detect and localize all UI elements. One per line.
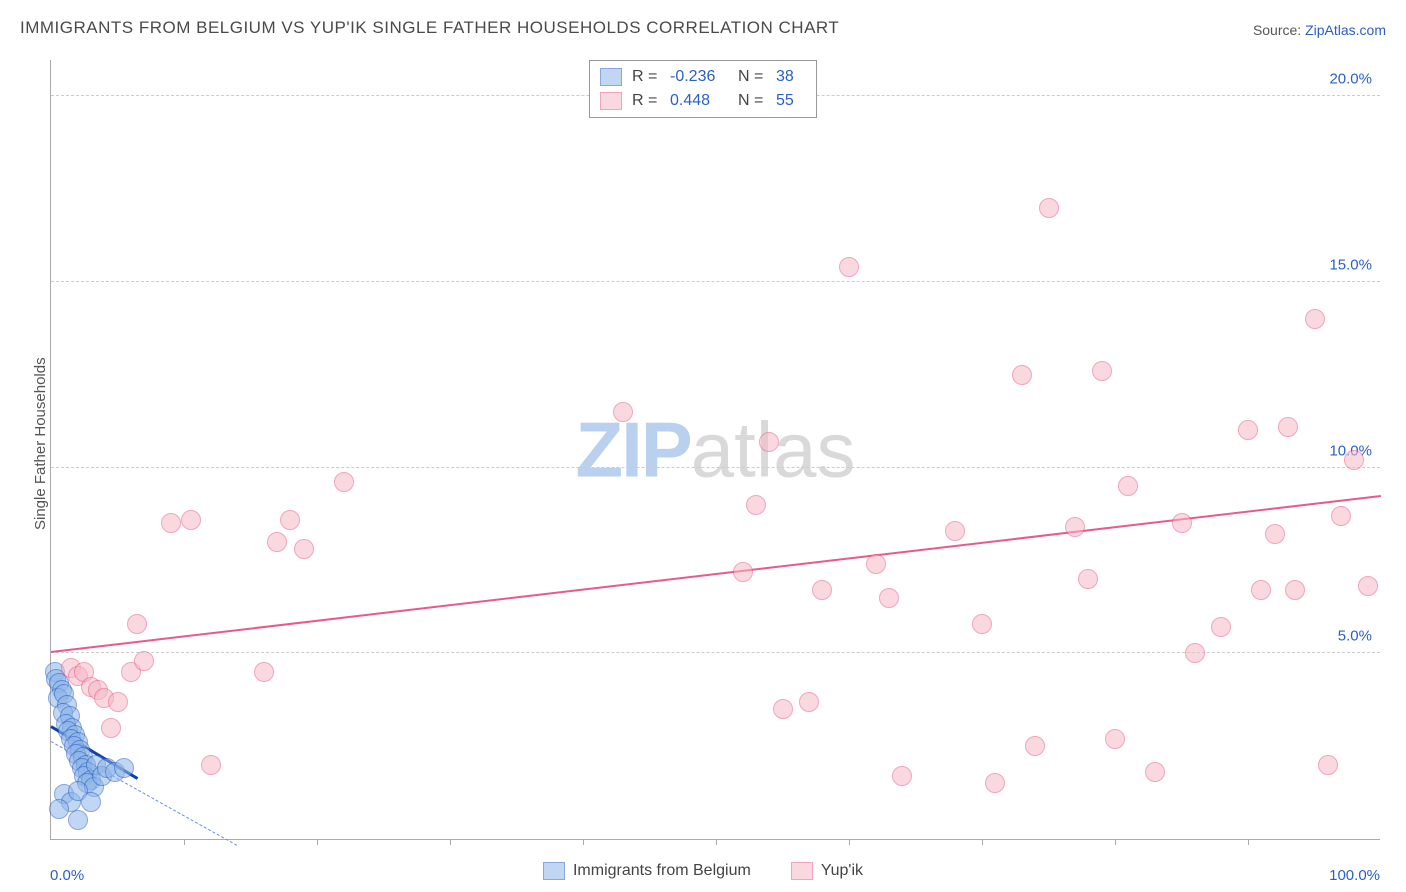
data-point (839, 257, 859, 277)
legend-row: R = 0.448 N = 55 (600, 89, 804, 113)
data-point (1331, 506, 1351, 526)
data-point (759, 432, 779, 452)
watermark-zip: ZIP (575, 405, 690, 493)
legend-r-value: -0.236 (670, 65, 728, 89)
x-tick (450, 839, 451, 845)
legend-n-value: 55 (776, 89, 804, 113)
data-point (733, 562, 753, 582)
data-point (1238, 420, 1258, 440)
source-credit: Source: ZipAtlas.com (1253, 22, 1386, 38)
data-point (1305, 309, 1325, 329)
legend-swatch (600, 68, 622, 86)
x-tick (1115, 839, 1116, 845)
x-tick (849, 839, 850, 845)
data-point (985, 773, 1005, 793)
legend-n-label: N = (738, 89, 766, 113)
data-point (127, 614, 147, 634)
series-legend-label: Immigrants from Belgium (573, 862, 751, 880)
x-tick (1248, 839, 1249, 845)
data-point (773, 699, 793, 719)
data-point (1012, 365, 1032, 385)
data-point (254, 662, 274, 682)
gridline (51, 467, 1380, 468)
data-point (1145, 762, 1165, 782)
source-value: ZipAtlas.com (1305, 22, 1386, 38)
data-point (1185, 643, 1205, 663)
data-point (1172, 513, 1192, 533)
x-tick (982, 839, 983, 845)
data-point (1078, 569, 1098, 589)
y-tick-label: 5.0% (1338, 628, 1372, 645)
x-axis-max-label: 100.0% (1329, 867, 1380, 884)
data-point (294, 539, 314, 559)
data-point (746, 495, 766, 515)
legend-swatch (543, 862, 565, 880)
y-tick-label: 15.0% (1329, 256, 1372, 273)
series-legend: Immigrants from Belgium Yup'ik (535, 862, 871, 880)
data-point (1285, 580, 1305, 600)
data-point (1105, 729, 1125, 749)
gridline (51, 281, 1380, 282)
data-point (1318, 755, 1338, 775)
data-point (114, 758, 134, 778)
gridline (51, 652, 1380, 653)
data-point (49, 799, 69, 819)
data-point (972, 614, 992, 634)
data-point (161, 513, 181, 533)
x-tick (583, 839, 584, 845)
series-legend-item: Immigrants from Belgium (543, 862, 751, 880)
scatter-plot-area: ZIPatlas 5.0%10.0%15.0%20.0% (50, 60, 1380, 840)
data-point (1065, 517, 1085, 537)
data-point (879, 588, 899, 608)
series-legend-item: Yup'ik (791, 862, 863, 880)
data-point (892, 766, 912, 786)
data-point (1211, 617, 1231, 637)
x-tick (184, 839, 185, 845)
data-point (181, 510, 201, 530)
x-tick (716, 839, 717, 845)
chart-title: IMMIGRANTS FROM BELGIUM VS YUP'IK SINGLE… (20, 18, 839, 38)
x-axis-min-label: 0.0% (50, 867, 84, 884)
data-point (81, 792, 101, 812)
legend-r-label: R = (632, 89, 660, 113)
data-point (1265, 524, 1285, 544)
data-point (866, 554, 886, 574)
data-point (1118, 476, 1138, 496)
data-point (945, 521, 965, 541)
data-point (334, 472, 354, 492)
data-point (1278, 417, 1298, 437)
legend-n-value: 38 (776, 65, 804, 89)
data-point (1358, 576, 1378, 596)
data-point (101, 718, 121, 738)
data-point (1025, 736, 1045, 756)
correlation-legend: R = -0.236 N = 38 R = 0.448 N = 55 (589, 60, 817, 118)
data-point (1344, 450, 1364, 470)
legend-r-value: 0.448 (670, 89, 728, 113)
data-point (280, 510, 300, 530)
series-legend-label: Yup'ik (821, 862, 863, 880)
legend-n-label: N = (738, 65, 766, 89)
legend-r-label: R = (632, 65, 660, 89)
data-point (799, 692, 819, 712)
data-point (1092, 361, 1112, 381)
y-axis-label: Single Father Households (32, 357, 49, 530)
source-label: Source: (1253, 22, 1301, 38)
data-point (1251, 580, 1271, 600)
legend-swatch (600, 92, 622, 110)
data-point (1039, 198, 1059, 218)
legend-row: R = -0.236 N = 38 (600, 65, 804, 89)
legend-swatch (791, 862, 813, 880)
data-point (201, 755, 221, 775)
data-point (613, 402, 633, 422)
data-point (108, 692, 128, 712)
data-point (267, 532, 287, 552)
data-point (68, 810, 88, 830)
data-point (134, 651, 154, 671)
y-tick-label: 20.0% (1329, 71, 1372, 88)
x-tick (317, 839, 318, 845)
data-point (812, 580, 832, 600)
